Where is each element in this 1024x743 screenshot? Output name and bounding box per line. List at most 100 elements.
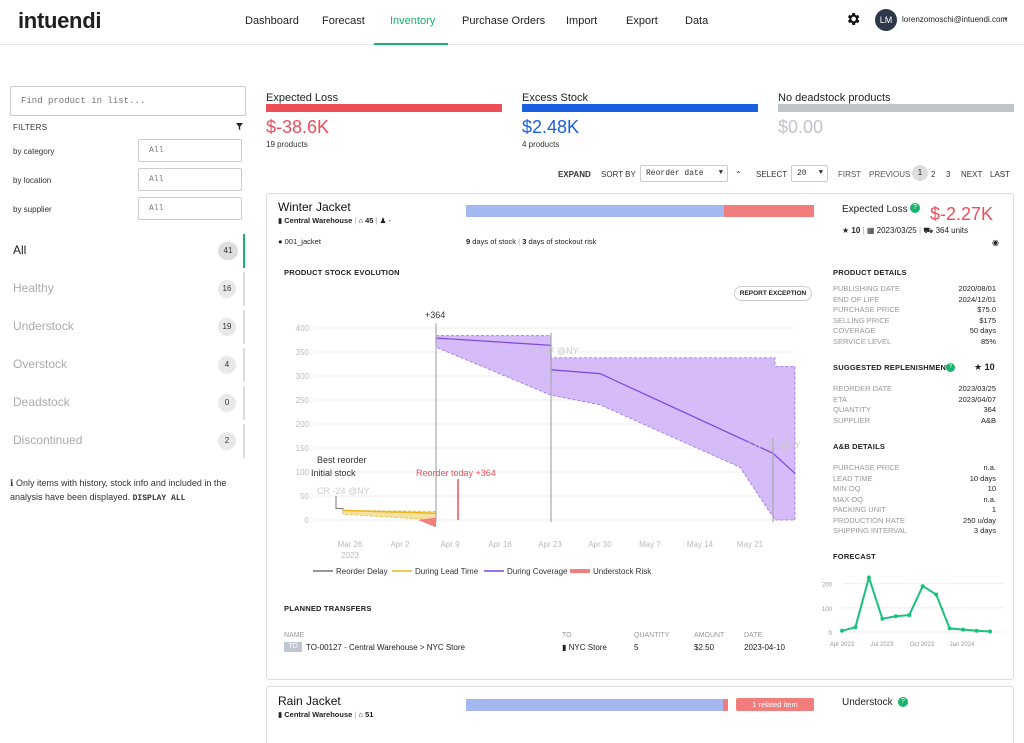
filter-icon[interactable] [236, 123, 243, 130]
detail-value: A&B [980, 415, 996, 425]
detail-key: MAX OQ [833, 494, 864, 504]
nav-export[interactable]: Export [626, 15, 658, 27]
detail-value: 85% [980, 336, 996, 346]
info-note-text: Only items with history, stock info and … [10, 478, 227, 502]
y-tick-label: 250 [296, 396, 310, 405]
page-1-button[interactable]: 1 [912, 165, 928, 181]
filter-category-label: by category [13, 147, 55, 156]
stock-bar-healthy [466, 699, 723, 711]
product-title[interactable]: Rain Jacket [278, 694, 341, 708]
page-3-button[interactable]: 3 [946, 170, 951, 179]
nav-data[interactable]: Data [685, 15, 709, 27]
annotation-best-reorder: Best reorder [317, 455, 367, 465]
next-page-button[interactable]: NEXT [961, 170, 983, 179]
detail-key: SELLING PRICE [833, 315, 890, 325]
product-card [266, 193, 1014, 680]
annotation-reorder-amount: +364 [425, 310, 445, 320]
reorder-units: 364 units [935, 226, 969, 235]
last-page-button[interactable]: LAST [990, 170, 1011, 179]
help-icon[interactable]: ? [898, 697, 908, 707]
detail-value: 10 [987, 484, 996, 493]
x-tick-label: Jul 2023 [871, 642, 894, 648]
legend-label: During Lead Time [415, 567, 479, 576]
first-page-button[interactable]: FIRST [838, 170, 862, 179]
app-logo[interactable]: intuendi [18, 8, 102, 33]
category-overstock[interactable]: Overstock 4 [0, 348, 246, 382]
sort-select[interactable]: Reorder date ▼ [640, 165, 728, 182]
nav-dashboard[interactable]: Dashboard [245, 15, 299, 27]
search-input[interactable] [10, 86, 246, 116]
days-of-stock: 9 [466, 237, 471, 246]
category-count: 16 [218, 280, 236, 298]
x-tick-label: Oct 2023 [910, 642, 935, 648]
forecast-point [920, 584, 925, 589]
category-indicator [243, 272, 245, 306]
nav-import[interactable]: Import [566, 15, 598, 27]
eye-icon[interactable]: ◉ [992, 238, 999, 247]
col-to: TO [562, 632, 572, 639]
page-2-button[interactable]: 2 [931, 170, 936, 179]
x-tick-label: Jan 2024 [950, 642, 975, 648]
help-icon[interactable]: ? [910, 203, 920, 213]
detail-value: $75.0 [977, 305, 996, 314]
avatar[interactable]: LM [875, 9, 897, 31]
category-label: Deadstock [13, 395, 70, 409]
category-discontinued[interactable]: Discontinued 2 [0, 424, 246, 458]
tag-icon: ● [278, 237, 283, 246]
sort-direction-icon[interactable]: ⌃ [735, 170, 742, 179]
x-tick-label: May 14 [687, 540, 714, 549]
category-deadstock[interactable]: Deadstock 0 [0, 386, 246, 420]
category-count: 19 [218, 318, 236, 336]
filter-category-select[interactable]: All [138, 139, 242, 162]
filter-supplier-select[interactable]: All [138, 197, 242, 220]
category-healthy[interactable]: Healthy 16 [0, 272, 246, 306]
annotation-cr: CR -24 @NY [317, 486, 370, 496]
coverage-line [435, 337, 796, 474]
y-tick-label: 100 [296, 468, 310, 477]
cart-icon: ⛟ [923, 226, 934, 235]
product-title[interactable]: Winter Jacket [278, 200, 351, 214]
page-size-select[interactable]: 20 ▼ [791, 165, 828, 182]
filter-supplier-label: by supplier [13, 205, 52, 214]
transfer-name[interactable]: TO-00127 - Central Warehouse > NYC Store [306, 643, 465, 652]
previous-page-button[interactable]: PREVIOUS [869, 170, 911, 179]
warehouse-icon: ▮ [278, 216, 283, 225]
store-icon: ▮ [562, 643, 567, 652]
nav-forecast[interactable]: Forecast [322, 15, 365, 27]
filter-location-select[interactable]: All [138, 168, 242, 191]
col-date: DATE [744, 632, 763, 639]
category-indicator [243, 310, 245, 344]
nav-inventory[interactable]: Inventory [390, 15, 436, 27]
x-tick-label: 2023 [341, 551, 359, 560]
detail-value: $175 [979, 315, 996, 325]
expand-button[interactable]: EXPAND [558, 170, 591, 179]
detail-value: 2023/03/25 [958, 384, 996, 393]
report-exception-button[interactable]: REPORT EXCEPTION [734, 286, 812, 301]
chevron-down-icon[interactable]: ▾ [1004, 16, 1008, 23]
forecast-point [880, 616, 885, 621]
user-email[interactable]: lorenzomoschi@intuendi.com [902, 15, 1008, 24]
detail-value: 2020/08/01 [958, 284, 996, 293]
y-tick-label: 350 [296, 348, 310, 357]
forecast-title: FORECAST [833, 552, 876, 561]
x-tick-label: May 7 [639, 540, 661, 549]
display-all-link[interactable]: DISPLAY ALL [132, 494, 186, 503]
x-tick-label: Apr 30 [588, 540, 612, 549]
related-items-badge[interactable]: 1 related item [736, 698, 814, 711]
nav-purchase-orders[interactable]: Purchase Orders [462, 15, 546, 27]
detail-key: SERVICE LEVEL [833, 336, 892, 346]
annotation-initial-stock: Initial stock [311, 468, 356, 478]
gear-icon[interactable] [845, 11, 861, 27]
category-indicator [243, 424, 245, 458]
forecast-point [961, 627, 966, 632]
category-all[interactable]: All 41 [0, 234, 246, 268]
help-icon[interactable]: ? [946, 363, 955, 372]
legend-label: During Coverage [507, 567, 568, 576]
kpi-deadstock-bar [778, 104, 1014, 112]
legend-label: Reorder Delay [336, 567, 388, 576]
category-understock[interactable]: Understock 19 [0, 310, 246, 344]
y-tick-label: 0 [829, 631, 833, 637]
warehouse-icon: ▮ [278, 710, 283, 719]
x-tick-label: Apr 16 [488, 540, 512, 549]
detail-key: REORDER DATE [833, 384, 893, 393]
